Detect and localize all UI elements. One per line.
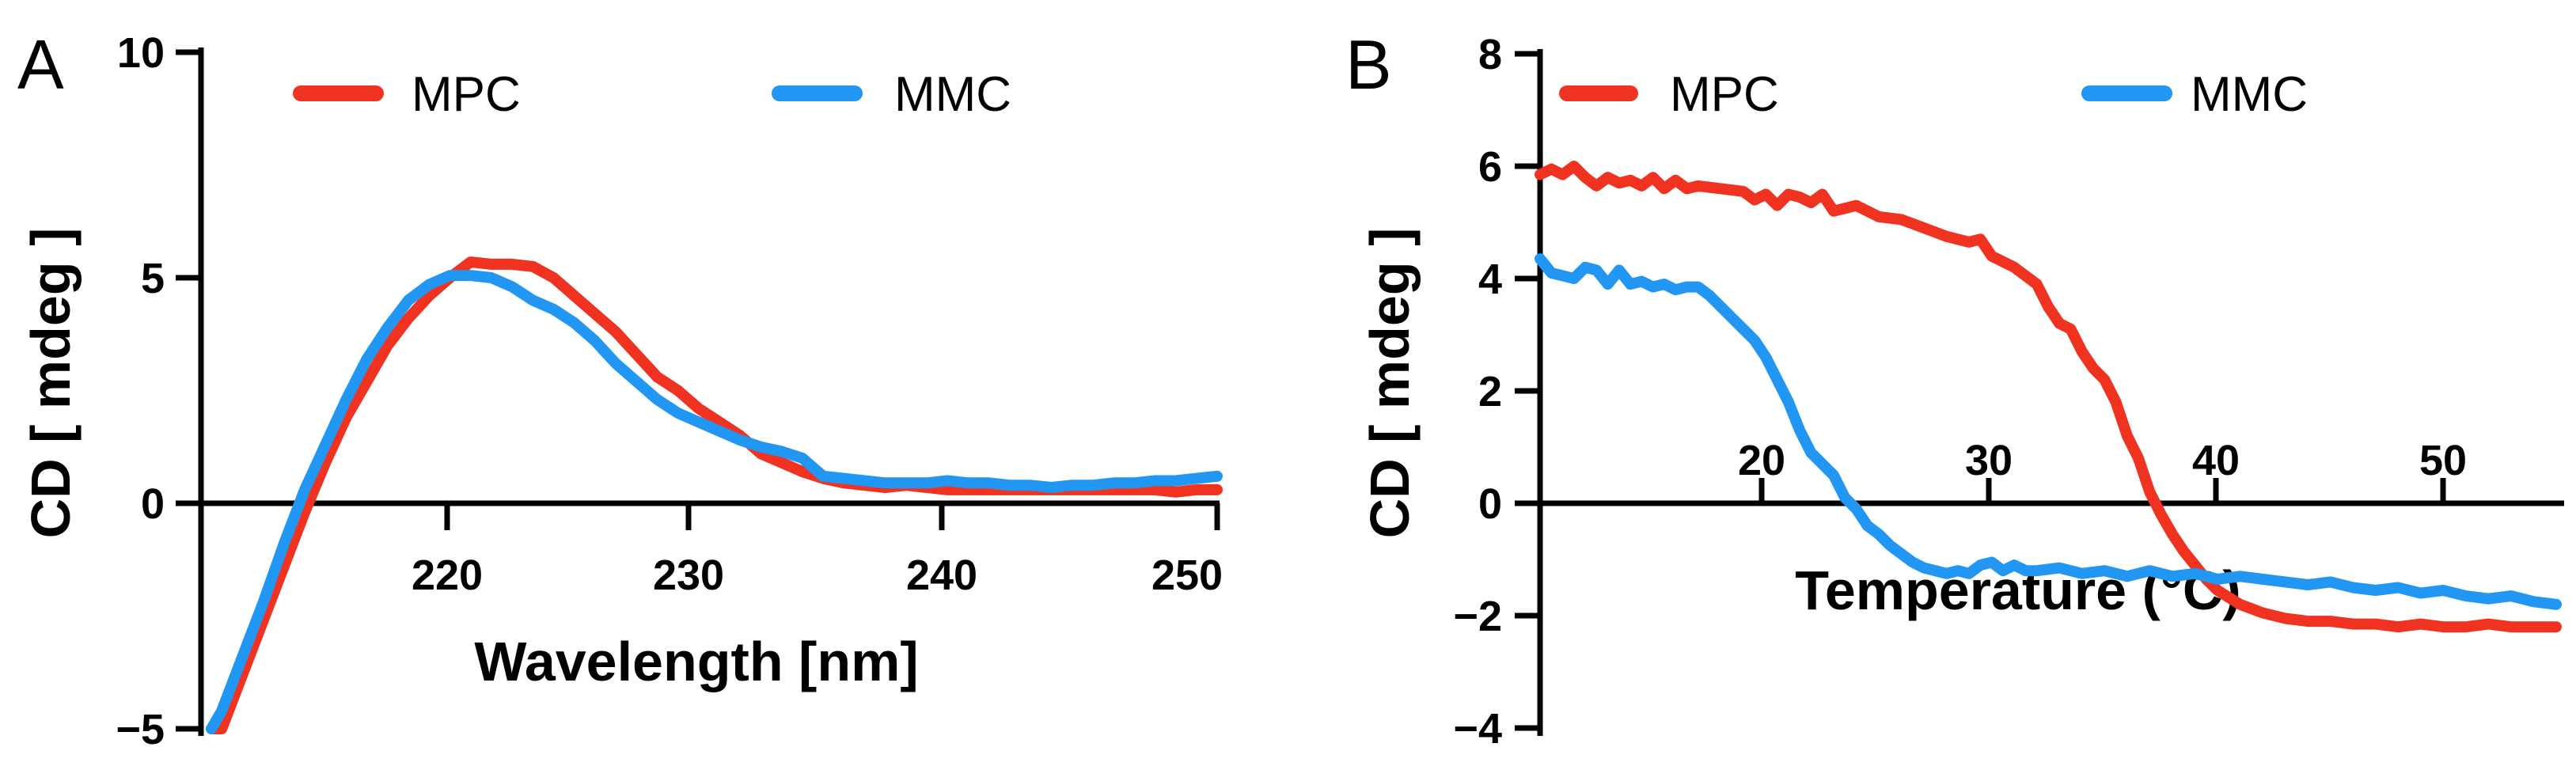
- axes-a: [198, 47, 1220, 736]
- y-axis-title-a: CD [ mdeg ]: [20, 228, 82, 539]
- y-tick-label: −5: [116, 706, 165, 753]
- y-tick-label: 2: [1478, 368, 1502, 415]
- series-line-mpc-b: [1535, 161, 2562, 633]
- x-tick-label: 230: [653, 552, 724, 599]
- panel-letter-b: B: [1345, 25, 1392, 104]
- y-axis-title-b: CD [ mdeg ]: [1359, 228, 1421, 539]
- legend-label-mmc: MMC: [2191, 67, 2308, 122]
- y-tick-label: 4: [1478, 256, 1502, 303]
- y-tick-label: 8: [1478, 31, 1502, 78]
- chart-panel-b: B 8 6 4 2 0 −2 −4 20 30: [1345, 25, 2564, 753]
- chart-panel-a: A 10 5 0 −5 220 230 240 250 Wavelength […: [17, 25, 1223, 753]
- legend-label-mpc: MPC: [412, 67, 521, 122]
- x-ticks-a: 220 230 240 250: [412, 503, 1223, 599]
- x-tick-label: 220: [412, 552, 483, 599]
- panel-letter-a: A: [17, 25, 64, 104]
- y-tick-label: 10: [117, 29, 165, 77]
- x-tick-label: 40: [2192, 437, 2240, 484]
- x-tick-label: 30: [1965, 437, 2013, 484]
- x-ticks-b: 20 30 40 50: [1738, 437, 2467, 503]
- series-line-mmc-a: [206, 270, 1223, 734]
- y-tick-label: −4: [1453, 705, 1502, 753]
- x-tick-label: 240: [906, 552, 977, 599]
- y-ticks-a: 10 5 0 −5: [116, 29, 201, 753]
- y-ticks-b: 8 6 4 2 0 −2 −4: [1453, 31, 1540, 753]
- legend-b: MPC MMC: [1559, 67, 2308, 122]
- y-tick-label: −2: [1453, 593, 1502, 640]
- x-tick-label: 20: [1738, 437, 1785, 484]
- legend-label-mpc: MPC: [1670, 67, 1779, 122]
- y-tick-label: 6: [1478, 143, 1502, 191]
- x-axis-title-a: Wavelength [nm]: [474, 631, 918, 692]
- x-tick-label: 250: [1151, 552, 1223, 599]
- y-tick-label: 5: [141, 255, 165, 302]
- y-tick-label: 0: [141, 480, 165, 528]
- y-tick-label: 0: [1478, 480, 1502, 528]
- series-line-mmc-b: [1535, 253, 2562, 610]
- x-tick-label: 50: [2419, 437, 2467, 484]
- legend-label-mmc: MMC: [894, 67, 1011, 122]
- legend-a: MPC MMC: [293, 67, 1011, 122]
- axes-b: [1537, 49, 2564, 736]
